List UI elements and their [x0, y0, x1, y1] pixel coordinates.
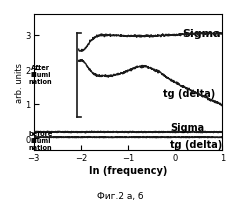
Text: After
illumi
nation: After illumi nation: [29, 65, 52, 85]
X-axis label: ln (frequency): ln (frequency): [89, 165, 167, 175]
Text: tg (delta): tg (delta): [170, 140, 223, 150]
Y-axis label: arb. units: arb. units: [15, 63, 24, 103]
Text: Фиг.2 а, б: Фиг.2 а, б: [97, 191, 143, 200]
Text: before
illumi
nation: before illumi nation: [28, 130, 53, 150]
Text: Sigma: Sigma: [170, 123, 204, 133]
Text: Sigma: Sigma: [182, 29, 221, 39]
Text: tg (delta): tg (delta): [163, 89, 216, 99]
